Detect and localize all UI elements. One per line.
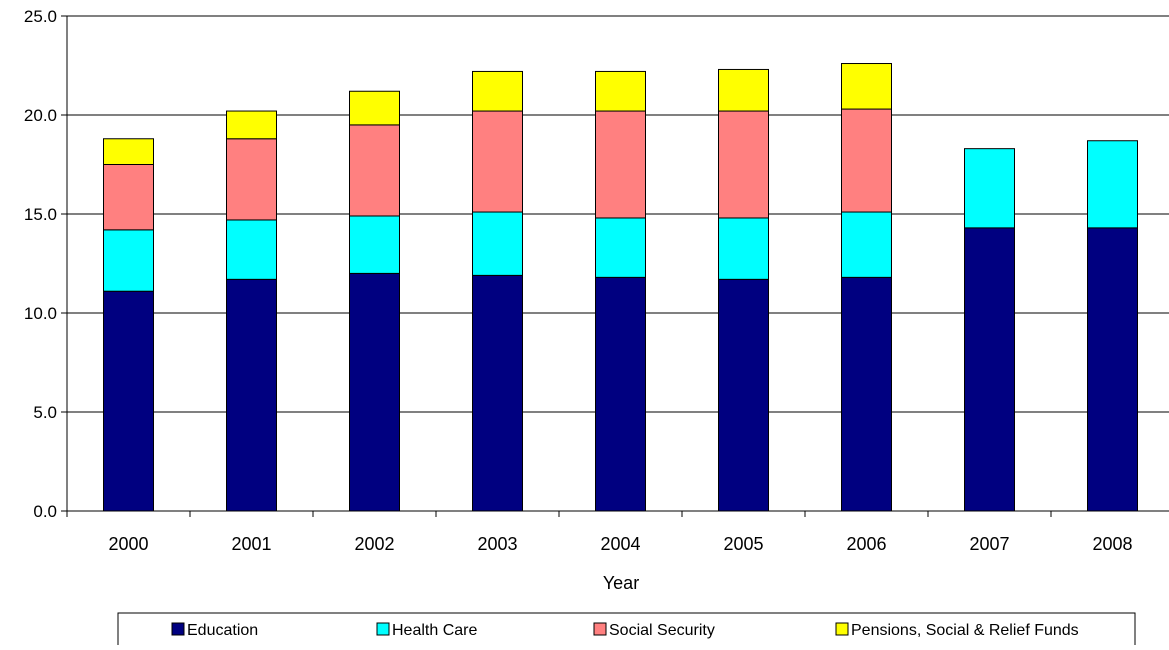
bar-segment-health-care-2007	[964, 148, 1015, 229]
legend-label: Social Security	[609, 622, 715, 639]
bar-segment-education-2008	[1087, 227, 1138, 512]
bar-segment-social-security-2003	[472, 110, 523, 213]
legend-label: Pensions, Social & Relief Funds	[851, 622, 1079, 639]
bar-segment-social-security-2001	[226, 138, 277, 221]
x-axis-title: Year	[603, 573, 639, 593]
bar-segment-social-security-2004	[595, 110, 646, 219]
bar-segment-education-2001	[226, 278, 277, 512]
bar-segment-pensions-social-relief-funds-2000	[103, 138, 154, 165]
bar-segment-education-2000	[103, 290, 154, 512]
bar-segment-education-2006	[841, 276, 892, 512]
legend-label: Health Care	[392, 622, 477, 639]
y-tick-label: 15.0	[24, 205, 57, 224]
bar-segment-education-2003	[472, 274, 523, 512]
bar-segment-social-security-2005	[718, 110, 769, 219]
bar-segment-health-care-2003	[472, 211, 523, 276]
bar-segment-health-care-2005	[718, 217, 769, 280]
x-tick-label: 2002	[354, 534, 394, 554]
y-tick-label: 10.0	[24, 304, 57, 323]
x-tick-label: 2007	[969, 534, 1009, 554]
legend: Education Health Care Social Security Pensi…	[117, 612, 1136, 650]
bar-segment-health-care-2001	[226, 219, 277, 280]
legend-box	[117, 612, 1136, 650]
bar-segment-pensions-social-relief-funds-2005	[718, 68, 769, 112]
bar-segment-health-care-2000	[103, 229, 154, 292]
x-tick-label: 2008	[1092, 534, 1132, 554]
bar-segment-social-security-2006	[841, 108, 892, 213]
bar-segment-social-security-2000	[103, 164, 154, 231]
bar-segment-pensions-social-relief-funds-2003	[472, 70, 523, 112]
bar-segment-education-2002	[349, 272, 400, 512]
bar-segment-health-care-2006	[841, 211, 892, 278]
legend-swatch	[376, 622, 390, 636]
x-tick-label: 2006	[846, 534, 886, 554]
legend-swatch	[835, 622, 849, 636]
x-tick-label: 2004	[600, 534, 640, 554]
y-tick-label: 5.0	[33, 403, 57, 422]
bar-segment-health-care-2002	[349, 215, 400, 274]
bar-segment-health-care-2008	[1087, 140, 1138, 229]
bar-segment-education-2007	[964, 227, 1015, 512]
x-tick-label: 2005	[723, 534, 763, 554]
bar-segment-pensions-social-relief-funds-2004	[595, 70, 646, 112]
x-tick-label: 2003	[477, 534, 517, 554]
bar-segment-education-2004	[595, 276, 646, 512]
y-tick-label: 25.0	[24, 7, 57, 26]
legend-swatch	[593, 622, 607, 636]
y-tick-label: 20.0	[24, 106, 57, 125]
bar-segment-pensions-social-relief-funds-2001	[226, 110, 277, 140]
x-tick-label: 2001	[231, 534, 271, 554]
legend-swatch	[171, 622, 185, 636]
legend-label: Education	[187, 622, 258, 639]
bar-segment-pensions-social-relief-funds-2006	[841, 63, 892, 110]
y-tick-label: 0.0	[33, 502, 57, 521]
bar-segment-pensions-social-relief-funds-2002	[349, 90, 400, 126]
bar-segment-social-security-2002	[349, 124, 400, 217]
x-tick-label: 2000	[108, 534, 148, 554]
bar-segment-health-care-2004	[595, 217, 646, 278]
bar-segment-education-2005	[718, 278, 769, 512]
